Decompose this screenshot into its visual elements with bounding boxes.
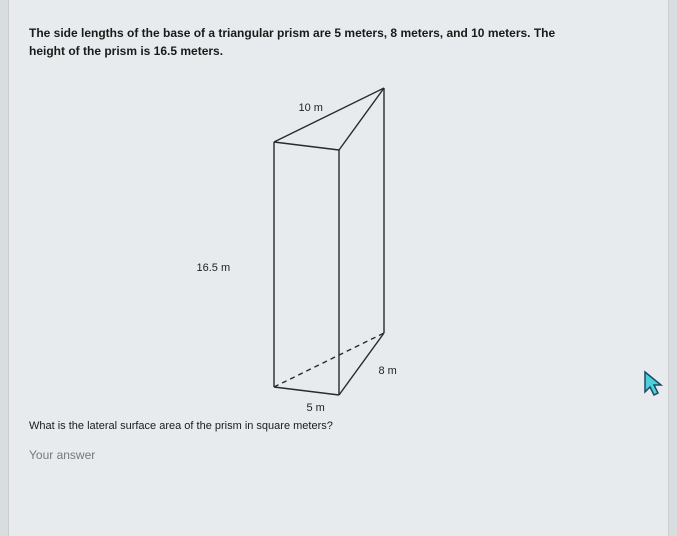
bottom-front-edge bbox=[274, 387, 339, 395]
worksheet-page: The side lengths of the base of a triang… bbox=[8, 0, 669, 536]
problem-line-1: The side lengths of the base of a triang… bbox=[29, 26, 555, 40]
label-top-edge: 10 m bbox=[299, 102, 323, 114]
prism-svg bbox=[179, 72, 499, 412]
bottom-right-edge bbox=[339, 333, 384, 395]
cursor-path bbox=[645, 372, 661, 395]
problem-statement: The side lengths of the base of a triang… bbox=[29, 24, 648, 60]
top-front-edge bbox=[274, 142, 339, 150]
label-height: 16.5 m bbox=[197, 262, 231, 274]
problem-line-2: height of the prism is 16.5 meters. bbox=[29, 44, 223, 58]
cursor-icon bbox=[643, 370, 665, 398]
label-base-right: 8 m bbox=[379, 365, 397, 377]
bottom-hidden-edge bbox=[274, 333, 384, 387]
question-text: What is the lateral surface area of the … bbox=[29, 420, 648, 432]
top-back-edge bbox=[274, 88, 384, 142]
answer-input[interactable]: Your answer bbox=[29, 448, 648, 462]
label-base-front: 5 m bbox=[307, 402, 325, 414]
prism-figure: 10 m 16.5 m 8 m 5 m bbox=[179, 72, 499, 412]
top-right-edge bbox=[339, 88, 384, 150]
